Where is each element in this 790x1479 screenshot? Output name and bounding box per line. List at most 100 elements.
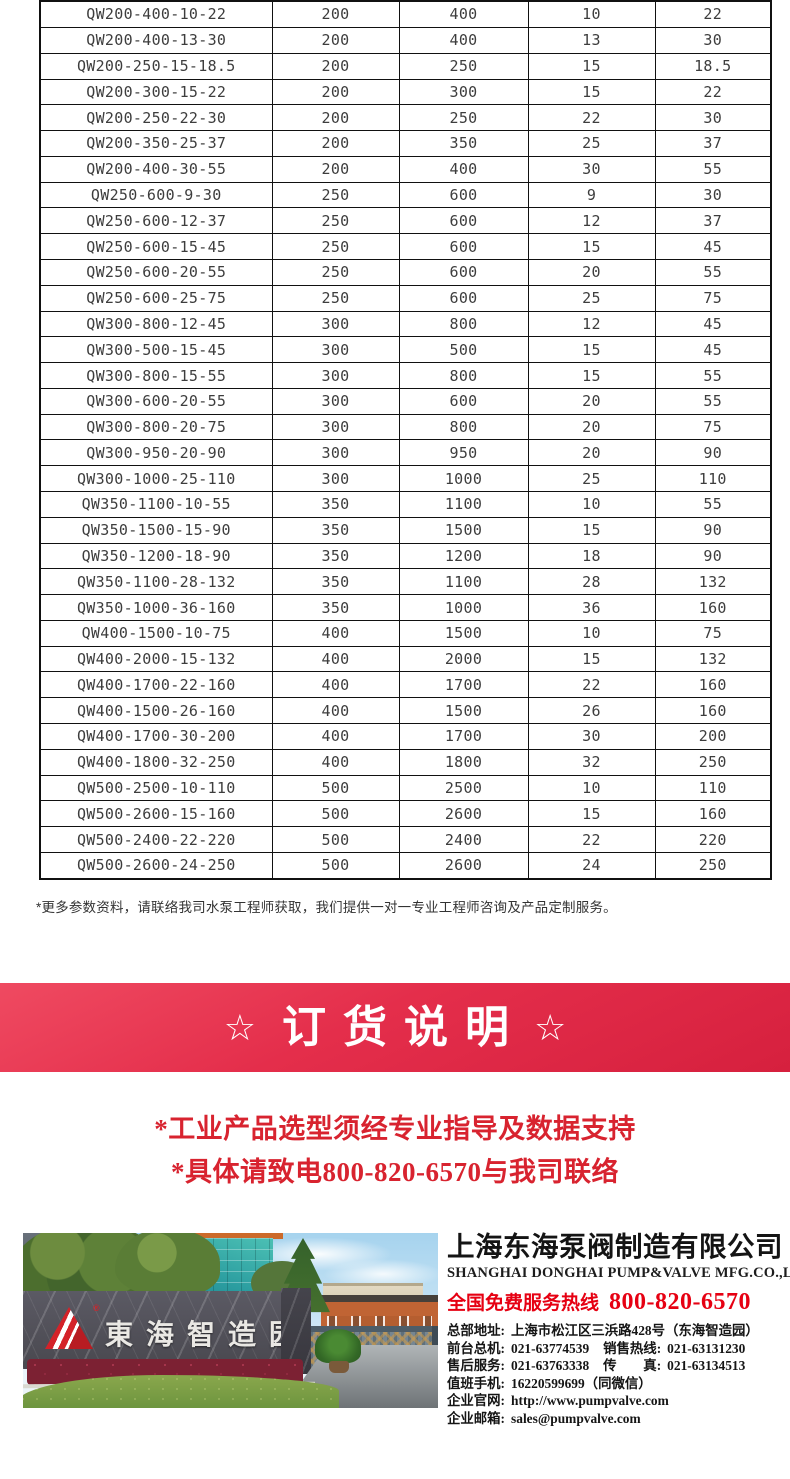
contact-link[interactable]: http://www.pumpvalve.com — [511, 1393, 669, 1409]
table-cell: 55 — [654, 362, 772, 389]
table-row: QW350-1100-10-55 350 1100 10 55 — [39, 491, 772, 518]
table-cell: 250 — [271, 181, 400, 209]
table-cell: QW350-1100-28-132 — [39, 568, 273, 596]
spec-table-body: QW200-400-10-22 200 400 10 22 QW200-400-13-30… — [39, 0, 772, 880]
table-cell: 132 — [654, 645, 772, 673]
contact-value: 021-63131230 — [667, 1340, 746, 1356]
spec-table-section: QW200-400-10-22 200 400 10 22 QW200-400-13-30… — [39, 0, 772, 880]
star-icon: ☆ — [534, 1006, 567, 1048]
table-cell: 55 — [654, 155, 772, 183]
table-cell: QW300-800-15-55 — [39, 362, 273, 389]
table-row: QW400-2000-15-132 400 2000 15 132 — [39, 645, 772, 673]
table-cell: 600 — [398, 258, 529, 286]
table-cell: 400 — [398, 155, 529, 183]
contact-label: 企业邮箱: — [447, 1410, 506, 1426]
table-cell: 350 — [271, 568, 400, 596]
table-cell: 250 — [398, 104, 529, 132]
table-cell: 250 — [271, 207, 400, 235]
table-cell: 500 — [271, 800, 400, 828]
table-row: QW350-1100-28-132 350 1100 28 132 — [39, 568, 772, 596]
table-cell: 15 — [527, 645, 656, 673]
service-hotline: 全国免费服务热线 800-820-6570 — [447, 1289, 787, 1318]
table-cell: QW350-1200-18-90 — [39, 542, 273, 570]
table-cell: 200 — [271, 52, 400, 80]
table-cell: QW300-1000-25-110 — [39, 465, 273, 493]
table-row: QW200-250-22-30 200 250 22 30 — [39, 104, 772, 132]
contact-label: 总部地址: — [447, 1323, 506, 1338]
factory-sign-text: 東海智造园 — [105, 1318, 311, 1351]
table-row: QW500-2600-24-250 500 2600 24 250 — [39, 851, 772, 880]
table-cell: 600 — [398, 207, 529, 235]
table-cell: QW400-2000-15-132 — [39, 645, 273, 673]
palm-plant — [315, 1329, 361, 1363]
table-cell: 13 — [527, 26, 656, 54]
table-row: QW300-600-20-55 300 600 20 55 — [39, 387, 772, 415]
table-row: QW250-600-20-55 250 600 20 55 — [39, 258, 772, 286]
table-cell: 1500 — [398, 516, 529, 544]
table-cell: QW400-1500-26-160 — [39, 697, 273, 725]
table-cell: 25 — [527, 465, 656, 493]
table-cell: 1000 — [398, 594, 529, 621]
table-row: QW500-2400-22-220 500 2400 22 220 — [39, 826, 772, 853]
company-info: 上海东海泵阀制造有限公司 SHANGHAI DONGHAI PUMP&VALVE… — [447, 1231, 790, 1428]
contact-value: 16220599699（同微信） — [511, 1375, 652, 1391]
table-cell: QW500-2600-15-160 — [39, 800, 273, 828]
table-cell: 75 — [654, 284, 772, 312]
order-banner: ☆ 订货说明 ☆ — [0, 983, 790, 1072]
table-row: QW300-1000-25-110 300 1000 25 110 — [39, 465, 772, 493]
table-cell: 22 — [654, 0, 772, 28]
company-name-en: SHANGHAI DONGHAI PUMP&VALVE MFG.CO.,LTD. — [447, 1265, 790, 1281]
registered-mark: ® — [93, 1303, 100, 1313]
table-cell: 1700 — [398, 671, 529, 699]
table-cell: 250 — [271, 284, 400, 312]
tree — [115, 1233, 220, 1297]
table-cell: 200 — [654, 723, 772, 750]
table-cell: QW500-2500-10-110 — [39, 774, 273, 802]
table-cell: 25 — [527, 130, 656, 157]
table-cell: QW250-600-12-37 — [39, 207, 273, 235]
params-note: *更多参数资料，请联络我司水泵工程师获取，我们提供一对一专业工程师咨询及产品定制… — [36, 900, 617, 915]
table-cell: QW500-2600-24-250 — [39, 851, 273, 880]
table-cell: 132 — [654, 568, 772, 596]
contact-label: 企业官网: — [447, 1393, 506, 1409]
contact-link[interactable]: sales@pumpvalve.com — [511, 1410, 641, 1426]
company-photo: ® 東海智造园 — [23, 1233, 438, 1408]
table-cell: 18 — [527, 542, 656, 570]
table-cell: 300 — [271, 439, 400, 467]
table-cell: 400 — [271, 748, 400, 776]
table-cell: 350 — [271, 516, 400, 544]
notice-line-1: *工业产品选型须经专业指导及数据支持 — [154, 1114, 636, 1144]
table-row: QW250-600-25-75 250 600 25 75 — [39, 284, 772, 312]
table-row: QW200-400-10-22 200 400 10 22 — [39, 0, 772, 28]
table-cell: 20 — [527, 439, 656, 467]
table-cell: 200 — [271, 78, 400, 106]
table-row: QW500-2500-10-110 500 2500 10 110 — [39, 774, 772, 802]
table-cell: 9 — [527, 181, 656, 209]
table-cell: 1200 — [398, 542, 529, 570]
plant-pot — [329, 1361, 349, 1373]
table-cell: 350 — [271, 491, 400, 518]
table-cell: 220 — [654, 826, 772, 853]
table-cell: 500 — [271, 851, 400, 880]
table-cell: 160 — [654, 697, 772, 725]
table-row: QW400-1700-30-200 400 1700 30 200 — [39, 723, 772, 750]
table-row: QW200-400-13-30 200 400 13 30 — [39, 26, 772, 54]
table-cell: 800 — [398, 362, 529, 389]
table-cell: 250 — [271, 233, 400, 260]
table-cell: 30 — [527, 723, 656, 750]
table-row: QW200-250-15-18.5 200 250 15 18.5 — [39, 52, 772, 80]
table-row: QW300-800-20-75 300 800 20 75 — [39, 413, 772, 441]
table-cell: QW200-250-15-18.5 — [39, 52, 273, 80]
table-cell: 1500 — [398, 619, 529, 647]
table-cell: QW200-300-15-22 — [39, 78, 273, 106]
contact-label: 传 真: — [603, 1358, 662, 1374]
table-cell: QW350-1500-15-90 — [39, 516, 273, 544]
table-row: QW250-600-9-30 250 600 9 30 — [39, 181, 772, 209]
table-cell: 350 — [271, 594, 400, 621]
table-row: QW350-1500-15-90 350 1500 15 90 — [39, 516, 772, 544]
table-cell: QW200-400-10-22 — [39, 0, 273, 28]
table-cell: 10 — [527, 619, 656, 647]
table-row: QW250-600-15-45 250 600 15 45 — [39, 233, 772, 260]
table-cell: QW500-2400-22-220 — [39, 826, 273, 853]
table-cell: 110 — [654, 774, 772, 802]
